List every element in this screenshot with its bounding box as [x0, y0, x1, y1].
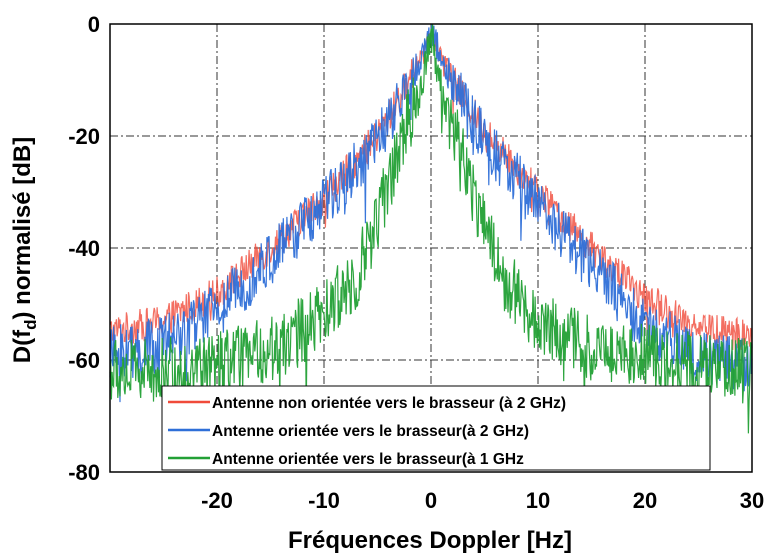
legend-label-1: Antenne orientée vers le brasseur(à 2 GH… [212, 423, 529, 440]
series-lines [109, 23, 753, 434]
x-tick-label-5: 30 [740, 488, 764, 513]
x-axis-label: Fréquences Doppler [Hz] [288, 527, 572, 554]
x-tick-label-0: -20 [201, 488, 233, 513]
x-tick-label-2: 0 [425, 488, 437, 513]
y-axis-label: D(fd) normalisé [dB] [9, 137, 40, 363]
x-tick-label-4: 20 [633, 488, 657, 513]
y-tick-label-4: -80 [68, 460, 100, 485]
y-axis-label-rest: ) normalisé [dB] [9, 137, 36, 320]
series-line-2 [109, 23, 753, 434]
legend: Antenne non orientée vers le brasseur (à… [161, 385, 711, 471]
legend-label-0: Antenne non orientée vers le brasseur (à… [212, 395, 566, 412]
legend-box [161, 385, 711, 471]
y-tick-label-3: -60 [68, 348, 100, 373]
x-tick-label-3: 10 [526, 488, 550, 513]
y-tick-label-0: 0 [88, 12, 100, 37]
legend-label-2: Antenne orientée vers le brasseur(à 1 GH… [212, 451, 524, 468]
y-axis-label-sub: d [21, 319, 40, 329]
y-axis-label-main: D(f [9, 329, 36, 363]
plot-frame [109, 23, 753, 473]
y-tick-label-2: -40 [68, 236, 100, 261]
tick-labels: -20 -10 0 10 20 30 0 -20 -40 -60 -80 [68, 12, 764, 513]
y-tick-label-1: -20 [68, 124, 100, 149]
x-tick-label-1: -10 [308, 488, 340, 513]
